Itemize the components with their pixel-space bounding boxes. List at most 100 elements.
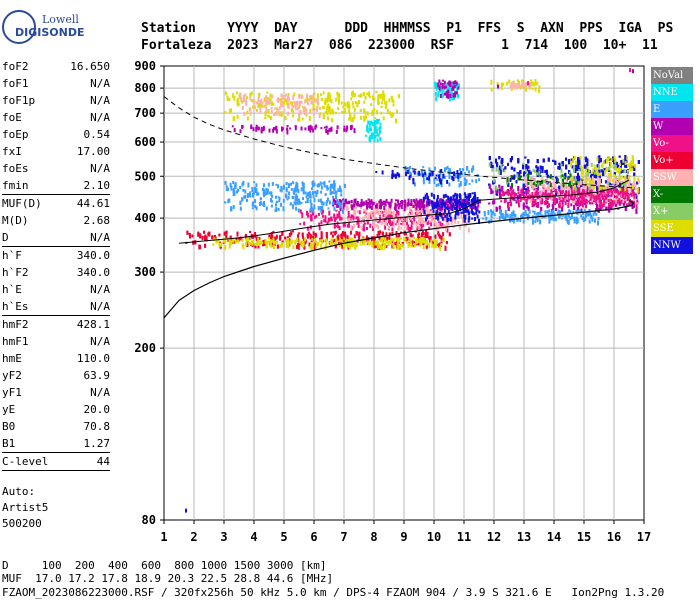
echo-point-ssw: [446, 202, 449, 205]
echo-point-vo: [635, 204, 638, 210]
echo-point-vo: [309, 234, 312, 240]
echo-point-sse: [269, 93, 272, 98]
echo-point-e: [413, 182, 416, 187]
echo-point-sse: [363, 118, 366, 123]
echo-point-sse: [348, 117, 351, 121]
echo-point-vo: [564, 201, 567, 206]
echo-point-nnw: [426, 215, 429, 220]
echo-point-sse: [580, 171, 583, 176]
echo-point-w: [470, 200, 473, 205]
echo-point-e: [513, 213, 516, 218]
echo-point-w: [477, 204, 480, 208]
echo-point-ssw: [457, 215, 460, 218]
echo-point-vo: [347, 211, 350, 215]
echo-point-sse: [585, 169, 588, 175]
echo-point-e: [300, 187, 303, 192]
echo-point-sse: [298, 116, 301, 122]
echo-point-nnw: [474, 194, 477, 199]
echo-point-vo: [338, 214, 341, 218]
echo-point-vo: [357, 218, 360, 222]
echo-point-vo: [379, 216, 382, 221]
echo-point-nnw: [476, 214, 479, 219]
echo-point-sse: [610, 176, 612, 179]
echo-point-nnw: [478, 218, 480, 224]
echo-point-sse: [352, 105, 355, 109]
echo-point-ssw: [617, 194, 620, 199]
echo-point-nnw: [446, 217, 449, 223]
echo-point-vo: [526, 189, 529, 195]
echo-point-e: [522, 219, 525, 224]
echo-point-ssw: [370, 214, 373, 217]
echo-point-ssw: [615, 197, 618, 202]
echo-point-e: [255, 183, 258, 188]
echo-point-nnw: [490, 162, 493, 168]
echo-point-nnw: [458, 194, 461, 199]
echo-point-vo: [536, 192, 539, 196]
echo-point-e: [482, 217, 485, 220]
logo-ring-icon: [2, 10, 36, 44]
echo-point-ssw: [607, 185, 610, 190]
echo-point-nnw: [558, 164, 561, 170]
echo-point-sse: [430, 239, 433, 244]
echo-point-ssw: [458, 225, 461, 230]
echo-point-sse: [338, 93, 341, 99]
echo-point-vo: [444, 245, 447, 251]
echo-point-e: [409, 165, 412, 169]
echo-point-e: [443, 175, 446, 179]
echo-point-vo: [409, 219, 412, 222]
echo-point-vo: [413, 241, 416, 244]
echo-point-sse: [257, 237, 260, 243]
echo-point-vo: [564, 191, 567, 194]
echo-point-w: [420, 199, 423, 205]
echo-point-w: [478, 199, 481, 204]
echo-point-e: [445, 167, 448, 171]
echo-point-e: [288, 183, 290, 189]
param-row: yF1 N/A: [2, 384, 110, 401]
echo-point-e: [285, 187, 288, 193]
echo-point-nnw: [459, 208, 461, 211]
echo-point-e: [506, 215, 509, 218]
echo-point-sse: [377, 245, 379, 249]
echo-point-nnw: [463, 214, 466, 219]
echo-point-sse: [226, 96, 229, 102]
echo-point-e: [295, 185, 298, 189]
echo-point-nnw: [470, 208, 473, 213]
echo-point-sse: [298, 105, 300, 109]
echo-point-e: [463, 177, 466, 182]
echo-point-sse: [264, 117, 267, 119]
echo-point-e: [264, 191, 267, 195]
echo-point-e: [317, 183, 320, 188]
echo-point-nnw: [527, 159, 530, 164]
echo-point-w: [374, 204, 377, 209]
echo-point-sse: [276, 240, 279, 244]
echo-point-ssw: [421, 218, 424, 222]
echo-point-w: [570, 186, 573, 190]
param-value: 110.0: [76, 352, 110, 365]
echo-point-ssw: [392, 210, 395, 216]
echo-point-nnw: [555, 192, 557, 196]
echo-point-e: [308, 194, 311, 199]
echo-point-vo: [322, 209, 324, 214]
echo-point-ssw: [353, 224, 356, 228]
echo-point-e: [589, 210, 592, 215]
echo-point-e: [342, 199, 345, 203]
echo-point-nnw: [437, 217, 439, 219]
echo-point-vo: [348, 224, 350, 228]
echo-point-vo: [553, 199, 556, 203]
echo-point-w: [463, 199, 466, 205]
echo-point-sse: [352, 243, 355, 247]
echo-point-vo: [262, 242, 264, 247]
echo-point-ssw: [433, 218, 436, 223]
echo-point-vo: [391, 227, 394, 232]
echo-point-vo: [249, 230, 252, 233]
echo-point-nnw: [598, 160, 600, 164]
echo-point-w: [418, 200, 421, 206]
echo-point-vo: [410, 234, 413, 238]
echo-point-e: [304, 201, 307, 204]
echo-point-nnw: [468, 197, 470, 201]
echo-point-vo: [607, 199, 610, 202]
echo-point-e: [253, 204, 256, 207]
echo-point-w: [495, 206, 498, 212]
echo-point-ssw: [461, 218, 464, 224]
echo-point-nnw: [467, 218, 470, 223]
